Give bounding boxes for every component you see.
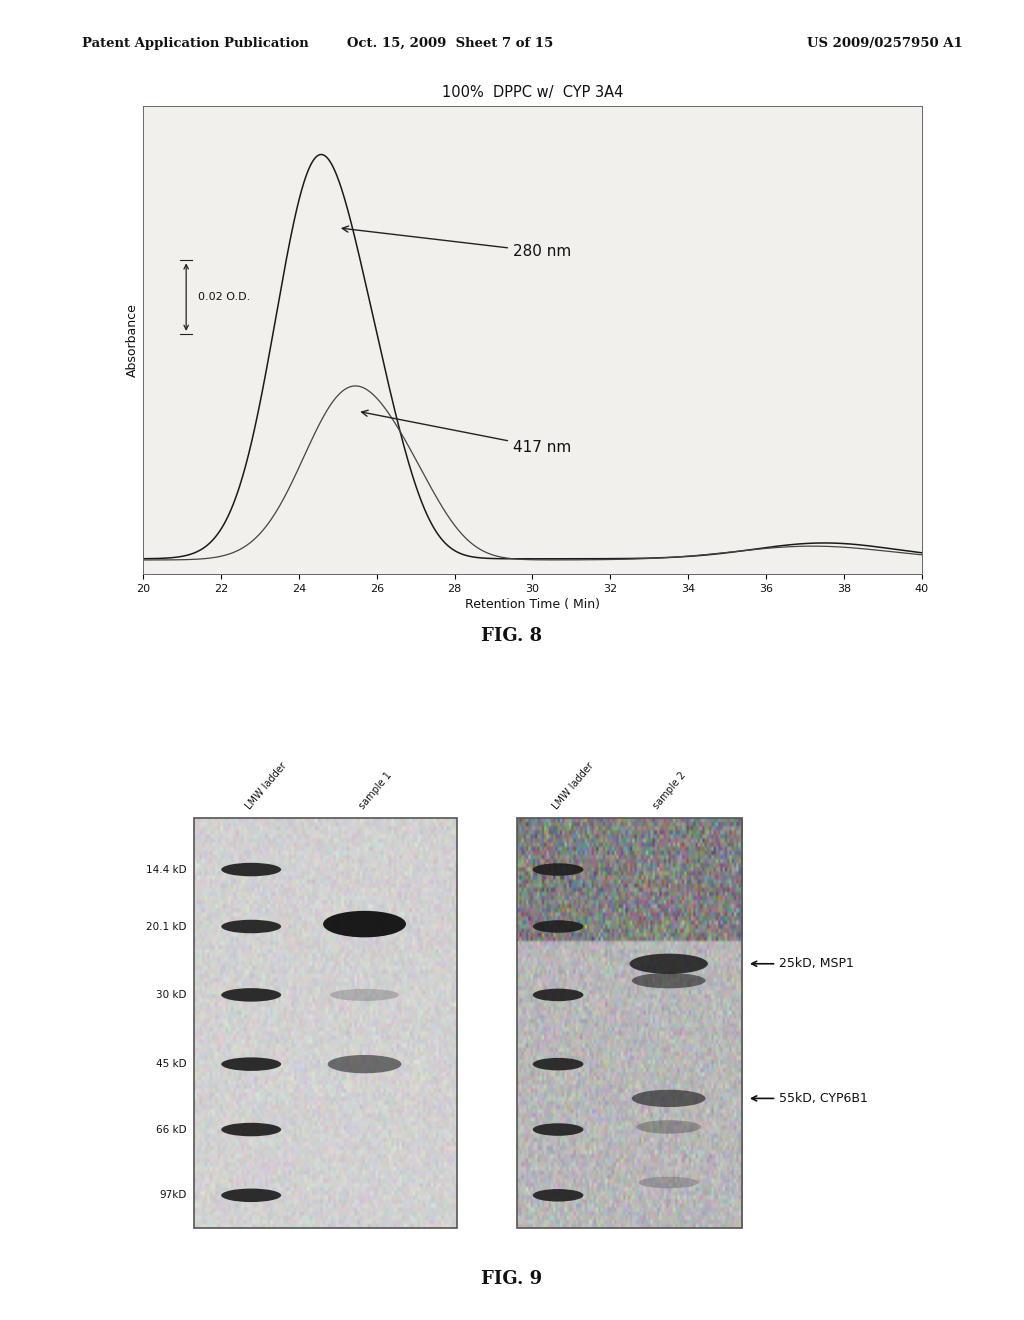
Text: 20.1 kD: 20.1 kD bbox=[146, 921, 186, 932]
Ellipse shape bbox=[532, 1189, 584, 1201]
Text: 45 kD: 45 kD bbox=[156, 1059, 186, 1069]
Ellipse shape bbox=[324, 911, 407, 937]
Text: LMW ladder: LMW ladder bbox=[244, 760, 289, 810]
Y-axis label: Absorbance: Absorbance bbox=[126, 304, 139, 376]
Text: Patent Application Publication: Patent Application Publication bbox=[82, 37, 308, 50]
Ellipse shape bbox=[532, 863, 584, 876]
X-axis label: Retention Time ( Min): Retention Time ( Min) bbox=[465, 598, 600, 611]
Text: FIG. 9: FIG. 9 bbox=[481, 1270, 543, 1288]
Text: 0.02 O.D.: 0.02 O.D. bbox=[198, 292, 250, 302]
Ellipse shape bbox=[532, 1057, 584, 1071]
Text: 97kD: 97kD bbox=[160, 1191, 186, 1200]
Text: 280 nm: 280 nm bbox=[342, 226, 571, 259]
Text: LMW ladder: LMW ladder bbox=[551, 760, 595, 810]
Ellipse shape bbox=[221, 920, 282, 933]
Ellipse shape bbox=[221, 1057, 282, 1071]
Text: sample 1: sample 1 bbox=[357, 771, 393, 810]
Text: FIG. 8: FIG. 8 bbox=[481, 627, 543, 645]
Ellipse shape bbox=[328, 1055, 401, 1073]
Text: 25kD, MSP1: 25kD, MSP1 bbox=[752, 957, 854, 970]
Ellipse shape bbox=[330, 989, 399, 1001]
Text: sample 2: sample 2 bbox=[652, 770, 688, 810]
Ellipse shape bbox=[221, 863, 282, 876]
Ellipse shape bbox=[221, 989, 282, 1002]
Text: 417 nm: 417 nm bbox=[361, 411, 571, 455]
Ellipse shape bbox=[532, 920, 584, 933]
Ellipse shape bbox=[637, 1121, 700, 1134]
Title: 100%  DPPC w/  CYP 3A4: 100% DPPC w/ CYP 3A4 bbox=[441, 86, 624, 100]
Ellipse shape bbox=[630, 953, 708, 974]
Text: 30 kD: 30 kD bbox=[157, 990, 186, 999]
Text: US 2009/0257950 A1: US 2009/0257950 A1 bbox=[807, 37, 963, 50]
Ellipse shape bbox=[221, 1123, 282, 1137]
Ellipse shape bbox=[532, 989, 584, 1001]
Bar bbox=[195, 818, 457, 1228]
Ellipse shape bbox=[639, 1176, 698, 1188]
Text: Oct. 15, 2009  Sheet 7 of 15: Oct. 15, 2009 Sheet 7 of 15 bbox=[347, 37, 554, 50]
Bar bbox=[517, 818, 742, 1228]
Ellipse shape bbox=[532, 1123, 584, 1135]
Ellipse shape bbox=[632, 973, 706, 989]
Text: 14.4 kD: 14.4 kD bbox=[146, 865, 186, 875]
Text: 66 kD: 66 kD bbox=[156, 1125, 186, 1135]
Ellipse shape bbox=[221, 1188, 282, 1203]
Ellipse shape bbox=[632, 1090, 706, 1107]
Text: 55kD, CYP6B1: 55kD, CYP6B1 bbox=[752, 1092, 868, 1105]
